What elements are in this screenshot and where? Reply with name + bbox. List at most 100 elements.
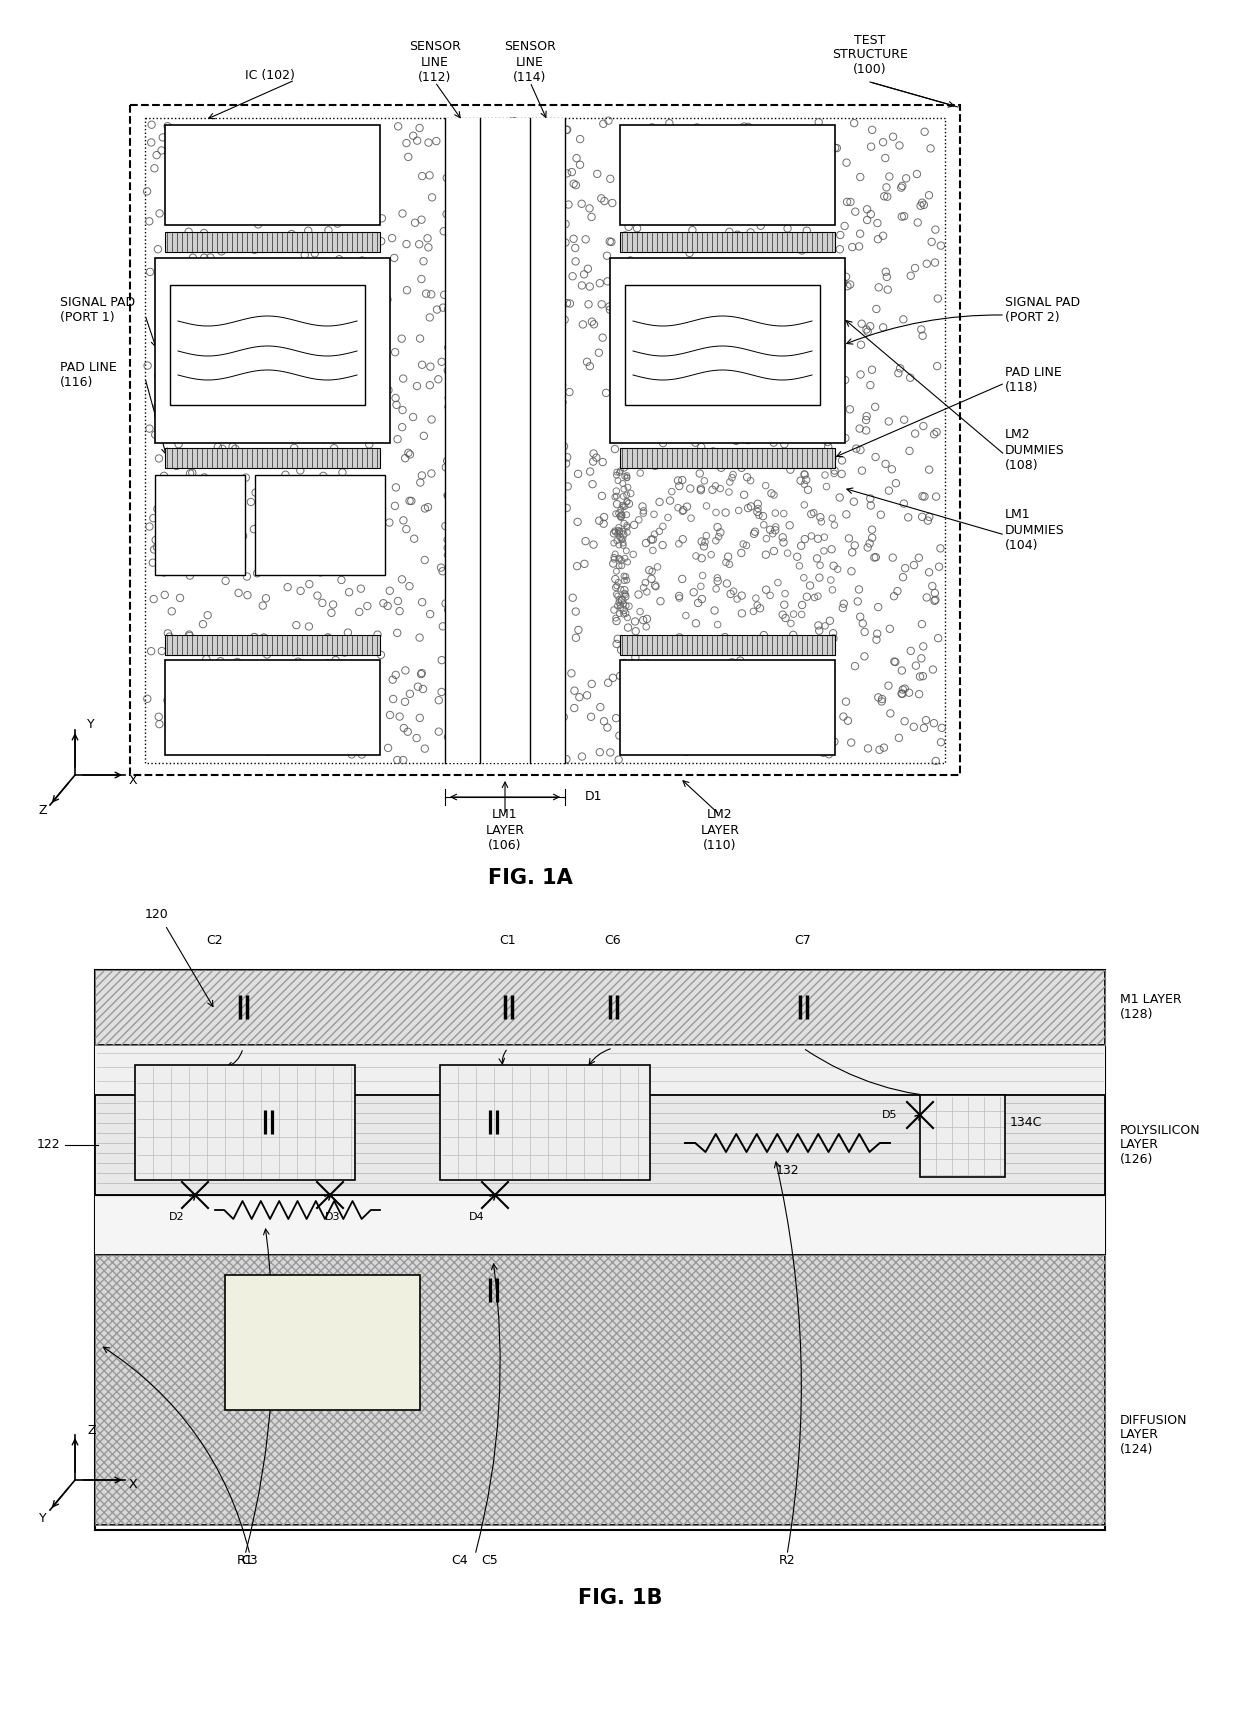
Point: [345, 704, 365, 731]
Point: [755, 318, 775, 345]
Point: [533, 619, 553, 646]
Point: [398, 718, 418, 745]
Point: [549, 285, 569, 313]
Point: [740, 219, 760, 246]
Point: [264, 152, 284, 179]
Point: [283, 161, 303, 188]
Point: [145, 154, 165, 181]
Point: [165, 349, 185, 376]
Point: [851, 164, 870, 191]
Point: [306, 516, 326, 543]
Point: [764, 260, 784, 287]
Point: [796, 467, 816, 494]
Point: [528, 268, 548, 296]
Point: [438, 385, 458, 412]
Point: [463, 651, 482, 678]
Point: [733, 135, 753, 162]
Point: [187, 489, 207, 516]
Point: [531, 311, 551, 338]
Point: [351, 494, 371, 521]
Point: [925, 588, 945, 615]
Point: [591, 482, 611, 509]
Point: [749, 120, 769, 147]
Point: [259, 299, 279, 326]
Point: [299, 422, 319, 449]
Point: [683, 183, 703, 210]
Point: [534, 655, 554, 682]
Point: [610, 518, 630, 545]
Point: [787, 314, 807, 342]
Point: [527, 513, 547, 540]
Point: [568, 460, 588, 487]
Point: [258, 485, 278, 513]
Point: [450, 526, 470, 554]
Point: [161, 731, 181, 759]
Point: [339, 619, 358, 646]
Point: [481, 357, 501, 385]
Point: [627, 171, 647, 198]
Point: [763, 193, 782, 220]
Point: [904, 713, 924, 740]
Point: [867, 296, 887, 323]
Point: [312, 487, 332, 514]
Point: [448, 622, 467, 649]
Point: [441, 393, 461, 420]
Point: [614, 482, 634, 509]
Point: [551, 227, 570, 255]
Point: [288, 350, 308, 378]
Point: [440, 197, 460, 224]
Point: [388, 588, 408, 615]
Point: [358, 123, 378, 150]
Point: [243, 655, 263, 682]
Point: [208, 231, 228, 258]
Point: [551, 448, 570, 475]
Point: [618, 173, 637, 200]
Text: C1: C1: [500, 933, 516, 947]
Point: [662, 479, 682, 506]
Bar: [440, 1065, 650, 1179]
Point: [237, 711, 257, 738]
Point: [397, 130, 417, 157]
Point: [557, 116, 577, 144]
Point: [861, 200, 880, 227]
Point: [548, 569, 568, 596]
Point: [236, 135, 255, 162]
Point: [613, 352, 632, 379]
Point: [614, 530, 634, 557]
Point: [179, 545, 198, 573]
Point: [599, 108, 619, 135]
Text: Z: Z: [38, 805, 47, 817]
Point: [651, 176, 671, 203]
Point: [931, 728, 951, 755]
Point: [729, 497, 749, 525]
Point: [880, 699, 900, 726]
Point: [802, 414, 822, 441]
Point: [456, 244, 476, 272]
Point: [928, 352, 947, 379]
Point: [320, 250, 340, 277]
Point: [589, 508, 609, 535]
Point: [864, 543, 884, 571]
Point: [463, 171, 482, 198]
Point: [786, 629, 806, 656]
Point: [766, 332, 786, 359]
Point: [469, 190, 489, 217]
Point: [160, 489, 180, 516]
Point: [372, 205, 392, 232]
Point: [277, 154, 296, 181]
Point: [420, 354, 440, 381]
Point: [618, 702, 637, 730]
Point: [879, 162, 899, 190]
Point: [539, 378, 559, 405]
Point: [482, 506, 502, 533]
Point: [713, 362, 733, 390]
Point: [295, 241, 315, 268]
Point: [242, 378, 262, 405]
Point: [598, 714, 618, 742]
Point: [453, 407, 472, 434]
Point: [299, 369, 319, 396]
Point: [616, 562, 636, 590]
Point: [198, 530, 218, 557]
Point: [789, 344, 808, 371]
Point: [759, 699, 779, 726]
